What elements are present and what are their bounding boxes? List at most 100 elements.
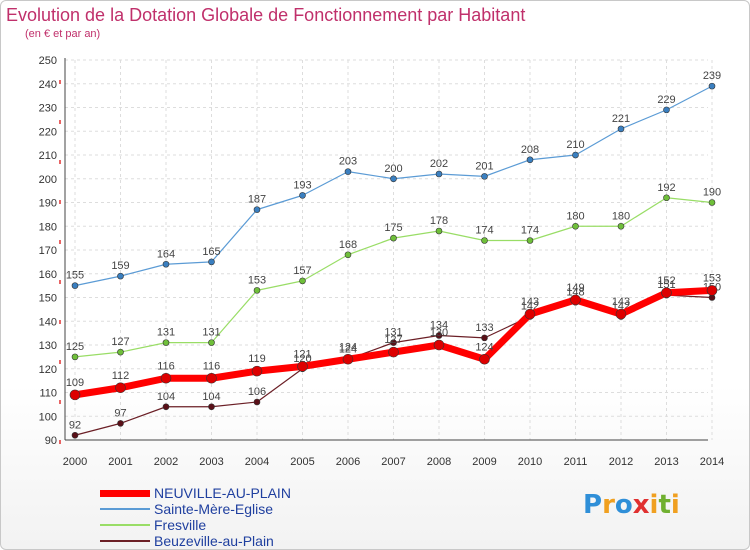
data-label: 153 [703,272,721,284]
data-point [617,125,625,133]
legend-swatch [100,508,150,510]
data-point [570,294,581,306]
data-label: 133 [475,322,493,334]
y-tick-label: 180 [39,221,57,233]
logo-letter: t [658,490,671,520]
data-point [481,237,488,244]
data-label: 106 [248,386,266,398]
x-tick-label: 2003 [199,456,223,468]
legend-swatch [100,540,150,542]
data-point [526,237,534,244]
data-point [206,372,217,384]
x-tick-label: 2008 [427,456,451,468]
chart-title: Evolution de la Dotation Globale de Fonc… [6,5,526,25]
y-tick-label: 130 [39,340,57,352]
x-tick-label: 2009 [472,456,496,468]
data-label: 192 [657,182,675,194]
data-label: 221 [612,113,630,125]
data-point [299,192,306,199]
data-point [663,106,670,114]
data-label: 208 [521,144,539,156]
x-tick-label: 2002 [154,456,178,468]
data-label: 112 [112,370,130,382]
data-label: 180 [612,210,630,222]
data-label: 116 [157,360,175,372]
data-label: 155 [66,270,84,282]
data-point [251,365,263,377]
data-point [617,222,625,230]
x-tick-label: 2000 [63,456,87,468]
data-label: 131 [384,327,402,339]
data-label: 210 [566,139,584,151]
y-tick-label: 160 [39,269,57,281]
data-label: 97 [114,407,126,419]
data-label: 124 [339,341,357,353]
y-tick-label: 170 [39,245,57,257]
x-tick-label: 2010 [518,456,542,468]
data-label: 124 [475,341,493,353]
data-label: 109 [66,377,84,389]
x-tick-label: 2006 [336,456,360,468]
data-point [615,308,627,320]
data-point [160,372,172,384]
data-point [208,403,215,411]
x-tick-label: 2001 [108,456,132,468]
logo-letter: r [602,490,615,520]
data-point [481,173,488,180]
data-label: 149 [566,282,584,294]
data-label: 131 [157,327,175,339]
data-label: 165 [202,246,220,258]
data-point [435,170,443,178]
data-point [297,361,308,372]
data-point [572,151,579,159]
data-point [524,308,536,320]
y-tick-label: 220 [39,126,57,138]
data-label: 203 [339,156,357,168]
legend-item: NEUVILLE-AU-PLAIN [100,485,291,501]
legend-item: Fresville [100,517,291,533]
data-label: 168 [339,239,357,251]
data-label: 157 [293,265,311,277]
y-tick-label: 90 [45,435,57,447]
data-point [708,82,716,90]
y-tick-label: 150 [39,293,57,305]
data-point [162,260,170,268]
legend-swatch [100,524,150,526]
x-tick-label: 2005 [290,456,314,468]
data-label: 202 [430,158,448,170]
data-label: 104 [202,391,220,403]
data-label: 159 [111,260,129,272]
data-label: 148 [566,286,584,298]
logo-letter: P [583,490,603,520]
data-point [479,353,490,365]
legend-item: Sainte-Mère-Eglise [100,501,291,517]
data-label: 116 [203,360,221,372]
data-point [390,339,397,346]
data-point [253,206,261,213]
y-tick-label: 100 [39,411,57,423]
chart-legend: NEUVILLE-AU-PLAIN Sainte-Mère-Eglise Fresv… [100,485,291,549]
data-point [253,287,261,294]
legend-label: Fresville [154,517,207,533]
x-tick-label: 2004 [245,456,269,468]
data-point [117,348,124,356]
data-label: 127 [384,334,402,346]
data-label: 152 [657,275,675,287]
data-point [117,420,124,427]
data-point [661,287,672,299]
y-tick-label: 120 [39,364,57,376]
data-label: 180 [566,210,584,222]
data-label: 124 [339,343,357,355]
data-point [708,199,716,206]
data-label: 174 [475,225,493,237]
data-point [71,431,79,439]
data-label: 143 [521,296,539,308]
data-point [344,168,352,175]
data-label: 153 [248,274,266,286]
data-label: 92 [69,419,81,431]
data-label: 134 [430,320,448,332]
data-point [572,222,579,230]
data-label: 120 [293,353,311,365]
legend-item: Beuzeville-au-Plain [100,533,291,549]
